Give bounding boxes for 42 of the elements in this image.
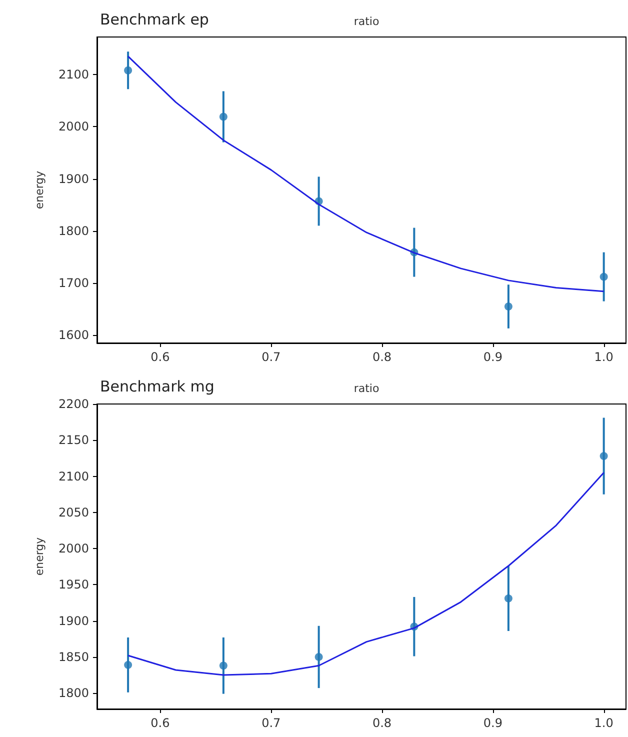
point [219,112,228,121]
y-tick-label: 2000 [58,120,89,134]
y-tick-label: 1950 [58,578,89,592]
x-tick-label: 0.9 [483,350,502,364]
y-axis-title: energy [33,170,46,210]
y-axis-title: energy [33,536,46,576]
y-tick-label: 2000 [58,542,89,556]
x-tick-label: 1.0 [594,716,614,730]
x-tick-label: 0.6 [150,350,170,364]
point [504,594,512,602]
y-tick-label: 1900 [58,614,89,628]
x-tick-label: 0.9 [483,716,502,730]
y-tick-label: 2100 [58,469,89,484]
point [124,660,132,669]
point [314,652,323,661]
point [504,302,512,311]
y-tick-label: 2150 [58,433,89,448]
line-series [127,472,605,676]
chart-title: Benchmark mg [100,378,214,396]
chart-title: Benchmark ep [100,10,209,28]
x-tick-label: 1.0 [594,350,614,364]
x-axis-title: ratio [354,15,380,28]
y-tick-label: 1800 [58,224,89,238]
x-tick-label: 0.8 [372,350,392,364]
y-tick-label: 2100 [58,68,89,82]
point [600,272,608,281]
point [600,452,608,460]
y-tick-label: 1900 [58,172,89,186]
y-tick-label: 1600 [58,328,89,342]
x-axis-title: ratio [354,382,380,395]
x-tick-label: 0.7 [262,350,281,364]
y-tick-label: 2050 [58,505,89,520]
point [219,662,228,670]
y-tick-label: 1800 [58,686,89,700]
point [124,66,132,74]
y-tick-label: 1850 [58,650,89,664]
x-tick-label: 0.8 [372,716,392,730]
x-tick-label: 0.7 [262,716,281,730]
line-series [127,56,605,292]
y-tick-label: 2200 [58,397,89,411]
y-tick-label: 1700 [58,276,89,290]
x-tick-label: 0.6 [150,716,170,730]
